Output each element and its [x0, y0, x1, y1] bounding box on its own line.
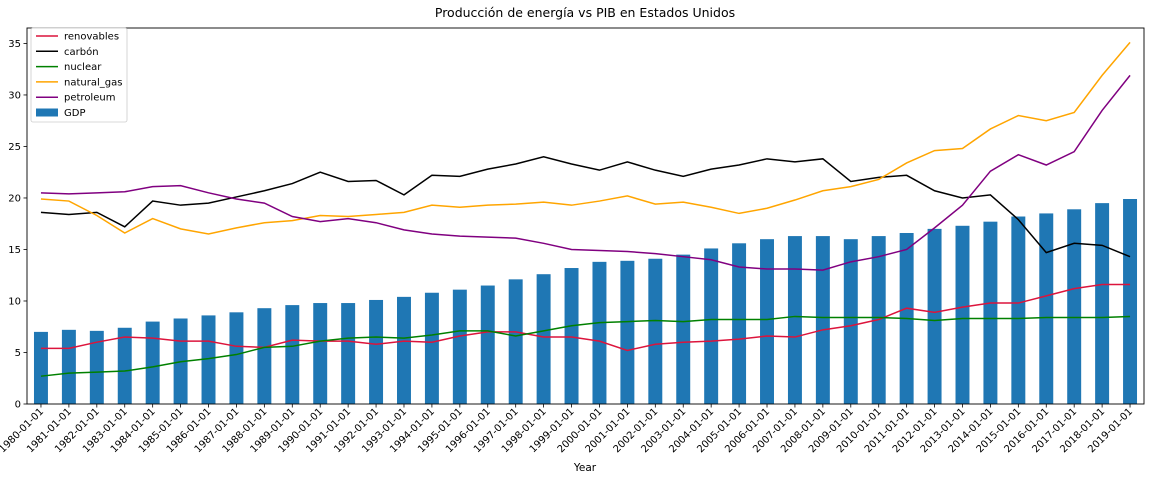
gdp-bar [229, 312, 244, 404]
gdp-bar [843, 239, 858, 404]
gdp-bar [564, 268, 579, 404]
gdp-bar [760, 239, 774, 404]
gdp-bar [480, 285, 495, 404]
legend-swatch [36, 108, 58, 117]
axes-layer [26, 27, 1145, 405]
y-ticks: 0 5 10 15 20 25 30 35 [8, 39, 27, 411]
gdp-bar [89, 330, 104, 404]
chart-title: Producción de energía vs PIB en Estados … [435, 5, 735, 20]
gdp-bar [424, 292, 439, 404]
y-tick-label: 35 [8, 39, 21, 50]
x-axis-label: Year [573, 462, 597, 474]
gdp-bar [117, 327, 132, 404]
legend-label: carbón [64, 46, 99, 58]
gdp-bar [452, 289, 467, 404]
gdp-bar [201, 315, 216, 404]
legend-label: renovables [64, 32, 119, 43]
gdp-bar [1011, 216, 1026, 404]
series-line-renovables [40, 283, 1131, 352]
y-tick-label: 5 [15, 348, 21, 359]
gdp-bar [983, 221, 998, 404]
legend: renovables carbón nuclear natural_gaspetrol… [30, 27, 128, 123]
legend-label: nuclear [64, 62, 102, 73]
lines-layer [40, 41, 1131, 377]
y-tick-label: 25 [8, 142, 21, 153]
gdp-bar [704, 248, 719, 404]
series-line-nuclear [40, 315, 1131, 377]
gdp-bar [61, 329, 76, 404]
bars-layer [33, 199, 1138, 404]
legend-label: GDP [64, 108, 85, 119]
gdp-bar [676, 254, 691, 404]
gdp-bar [257, 308, 272, 404]
gdp-bar [1067, 209, 1082, 404]
gdp-bar [369, 299, 384, 404]
gdp-bar [815, 236, 830, 404]
gdp-bar [1095, 203, 1110, 404]
gdp-bar [620, 260, 635, 404]
gdp-bar [732, 243, 747, 404]
gdp-bar [927, 228, 942, 404]
y-tick-label: 20 [8, 193, 21, 204]
legend-label: petroleum [64, 93, 115, 104]
gdp-bar [955, 225, 970, 404]
gdp-bar [145, 321, 160, 404]
y-tick-label: 30 [8, 90, 21, 101]
gdp-bar [285, 305, 300, 404]
gdp-bar [33, 331, 48, 404]
gdp-bar [397, 296, 411, 404]
y-tick-label: 10 [8, 296, 21, 307]
gdp-bar [1039, 213, 1054, 404]
x-ticks: 1980-01-011981-01-011982-01-011983-01-01… [0, 404, 1135, 455]
series-line-carb-n [40, 155, 1131, 258]
y-tick-label: 0 [15, 400, 21, 411]
gdp-bar [341, 303, 356, 404]
gdp-bar [536, 274, 551, 404]
series-line-petroleum [40, 74, 1131, 271]
gdp-bar [313, 303, 328, 404]
plot-frame [26, 27, 1145, 405]
gdp-bar [508, 279, 523, 404]
legend-label: natural_gas [64, 77, 122, 88]
gdp-bar [787, 236, 802, 404]
gdp-bar [1123, 199, 1138, 404]
gdp-bar [592, 261, 607, 404]
series-line-natural-gas [40, 41, 1131, 235]
y-tick-label: 15 [8, 245, 21, 256]
gdp-bar [648, 258, 663, 404]
